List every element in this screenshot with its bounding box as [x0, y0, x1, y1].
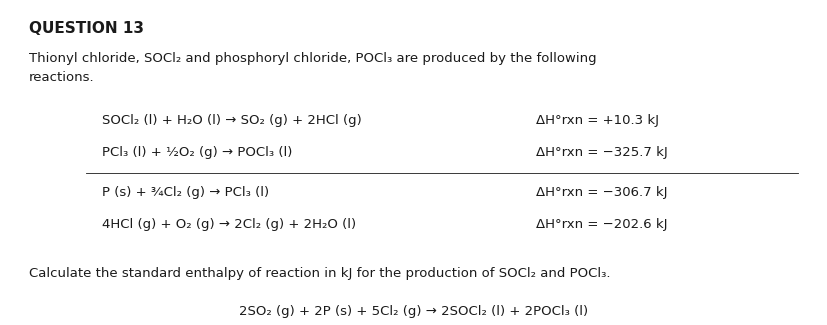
Text: ΔH°rxn = −325.7 kJ: ΔH°rxn = −325.7 kJ [536, 146, 668, 159]
Text: SOCl₂ (l) + H₂O (l) → SO₂ (g) + 2HCl (g): SOCl₂ (l) + H₂O (l) → SO₂ (g) + 2HCl (g) [103, 114, 362, 127]
Text: 2SO₂ (g) + 2P (s) + 5Cl₂ (g) → 2SOCl₂ (l) + 2POCl₃ (l): 2SO₂ (g) + 2P (s) + 5Cl₂ (g) → 2SOCl₂ (l… [239, 305, 588, 318]
Text: Thionyl chloride, SOCl₂ and phosphoryl chloride, POCl₃ are produced by the follo: Thionyl chloride, SOCl₂ and phosphoryl c… [29, 52, 596, 84]
Text: Calculate the standard enthalpy of reaction in kJ for the production of SOCl₂ an: Calculate the standard enthalpy of react… [29, 266, 610, 280]
Text: PCl₃ (l) + ½O₂ (g) → POCl₃ (l): PCl₃ (l) + ½O₂ (g) → POCl₃ (l) [103, 146, 293, 159]
Text: 4HCl (g) + O₂ (g) → 2Cl₂ (g) + 2H₂O (l): 4HCl (g) + O₂ (g) → 2Cl₂ (g) + 2H₂O (l) [103, 218, 356, 231]
Text: ΔH°rxn = −202.6 kJ: ΔH°rxn = −202.6 kJ [536, 218, 667, 231]
Text: P (s) + ¾Cl₂ (g) → PCl₃ (l): P (s) + ¾Cl₂ (g) → PCl₃ (l) [103, 186, 270, 199]
Text: ΔH°rxn = +10.3 kJ: ΔH°rxn = +10.3 kJ [536, 114, 659, 127]
Text: QUESTION 13: QUESTION 13 [29, 21, 144, 36]
Text: ΔH°rxn = −306.7 kJ: ΔH°rxn = −306.7 kJ [536, 186, 667, 199]
